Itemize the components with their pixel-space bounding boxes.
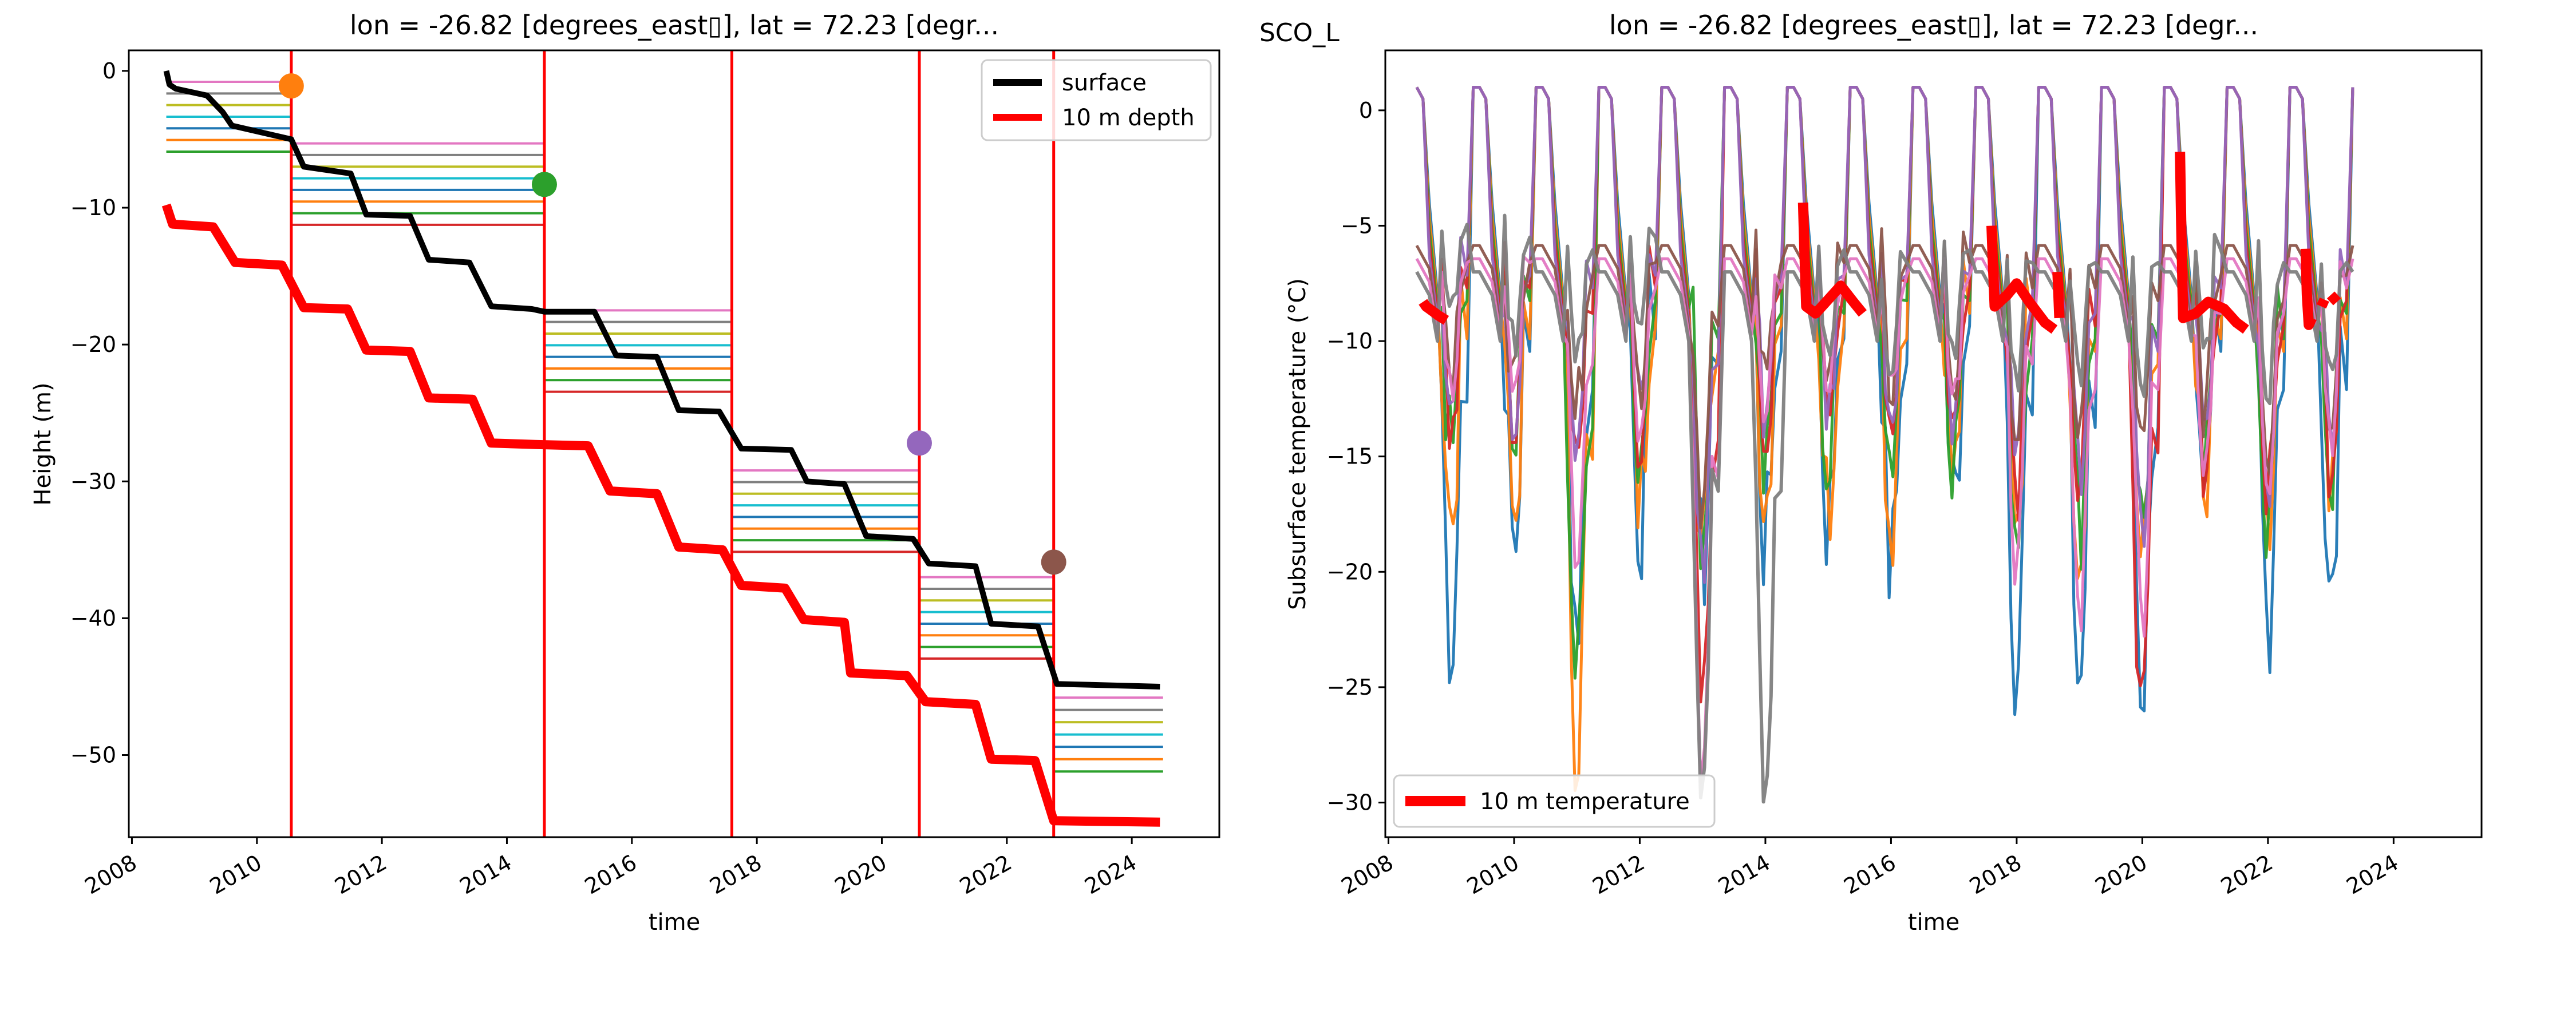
left-series-group: [161, 50, 1163, 837]
left-xtick-label: 2024: [1080, 850, 1141, 899]
legend-surface-label: surface: [1062, 70, 1147, 96]
install-marker: [278, 73, 304, 99]
left-xtick-label: 2020: [831, 850, 891, 899]
left-xlabel: time: [649, 909, 700, 936]
left-xtick-label: 2012: [330, 850, 391, 899]
temp-10m-line: [2300, 248, 2317, 330]
legend-temp10m-label: 10 m temperature: [1480, 789, 1690, 815]
temp-10m-line: [2326, 291, 2341, 306]
left-x-ticks: 2008 2010 2012 2014 2016 2018 2020 2022 2024: [81, 837, 1141, 899]
right-xtick-label: 2012: [1589, 850, 1649, 899]
right-ylabel: Subsurface temperature (°C): [1285, 278, 1311, 610]
left-legend: surface 10 m depth: [981, 59, 1212, 141]
left-ytick-label: 0: [102, 58, 116, 84]
right-ytick-label: −10: [1327, 328, 1373, 354]
left-ytick-label: −50: [70, 743, 116, 768]
temp-10m-line: [1419, 299, 1449, 325]
surface-line: [163, 70, 1160, 690]
left-ytick-label: −20: [70, 332, 116, 357]
temp-10m-line: [2175, 152, 2249, 334]
right-xtick-label: 2018: [1965, 850, 2026, 899]
legend-depth-label: 10 m depth: [1062, 105, 1195, 131]
install-marker: [1041, 549, 1066, 575]
left-ytick-label: −10: [70, 195, 116, 220]
figure-suptitle: SCO_L: [1259, 18, 1340, 47]
install-marker: [531, 172, 557, 197]
right-title: lon = -26.82 [degrees_east▯], lat = 72.2…: [1609, 10, 2258, 41]
left-ytick-label: −40: [70, 605, 116, 631]
temperature-series-line: [1415, 86, 2354, 792]
left-xtick-label: 2010: [206, 850, 266, 899]
temp-10m-line: [2316, 297, 2329, 309]
temp-10m-line: [1797, 202, 1867, 319]
right-legend-box: [1393, 774, 1716, 828]
right-ytick-label: −20: [1327, 559, 1373, 584]
right-xtick-label: 2024: [2342, 850, 2403, 899]
right-ytick-label: −25: [1327, 675, 1373, 700]
right-ytick-label: −30: [1327, 790, 1373, 815]
height-chart: lon = -26.82 [degrees_east▯], lat = 72.2…: [30, 10, 1220, 936]
temp-10m-line: [2052, 271, 2065, 319]
left-xtick-label: 2014: [456, 850, 516, 899]
left-xtick-label: 2018: [705, 850, 766, 899]
right-legend: 10 m temperature: [1393, 774, 1716, 828]
right-xtick-label: 2014: [1714, 850, 1775, 899]
right-series-group: [1415, 86, 2354, 804]
right-axes-frame: [1384, 49, 2483, 838]
left-axes-frame: [128, 49, 1220, 838]
depth-10m-line: [161, 203, 1160, 827]
left-ylabel: Height (m): [30, 382, 56, 505]
left-xtick-label: 2016: [580, 850, 641, 899]
right-ytick-label: −15: [1327, 444, 1373, 469]
right-y-ticks: 0 −5 −10 −15 −20 −25 −30: [1327, 98, 1385, 815]
left-title: lon = -26.82 [degrees_east▯], lat = 72.2…: [350, 10, 999, 41]
right-x-ticks: 2008 2010 2012 2014 2016 2018 2020 2022 2024: [1337, 837, 2403, 899]
right-plot-area: [1415, 86, 2354, 804]
right-xtick-label: 2020: [2091, 850, 2151, 899]
left-xtick-label: 2022: [955, 850, 1016, 899]
temp-10m-line: [1986, 225, 2058, 334]
right-xtick-label: 2010: [1463, 850, 1523, 899]
right-xtick-label: 2016: [1840, 850, 1901, 899]
right-xtick-label: 2022: [2217, 850, 2277, 899]
install-marker: [906, 430, 932, 456]
left-plot-area: [161, 50, 1163, 837]
right-xtick-label: 2008: [1337, 850, 1398, 899]
right-xlabel: time: [1908, 909, 1959, 936]
right-ytick-label: 0: [1359, 98, 1373, 123]
left-ytick-label: −30: [70, 469, 116, 494]
right-ytick-label: −5: [1341, 213, 1373, 238]
temperature-chart: lon = -26.82 [degrees_east▯], lat = 72.2…: [1285, 10, 2483, 936]
left-y-ticks: 0 −10 −20 −30 −40 −50: [70, 58, 129, 768]
left-xtick-label: 2008: [81, 850, 141, 899]
